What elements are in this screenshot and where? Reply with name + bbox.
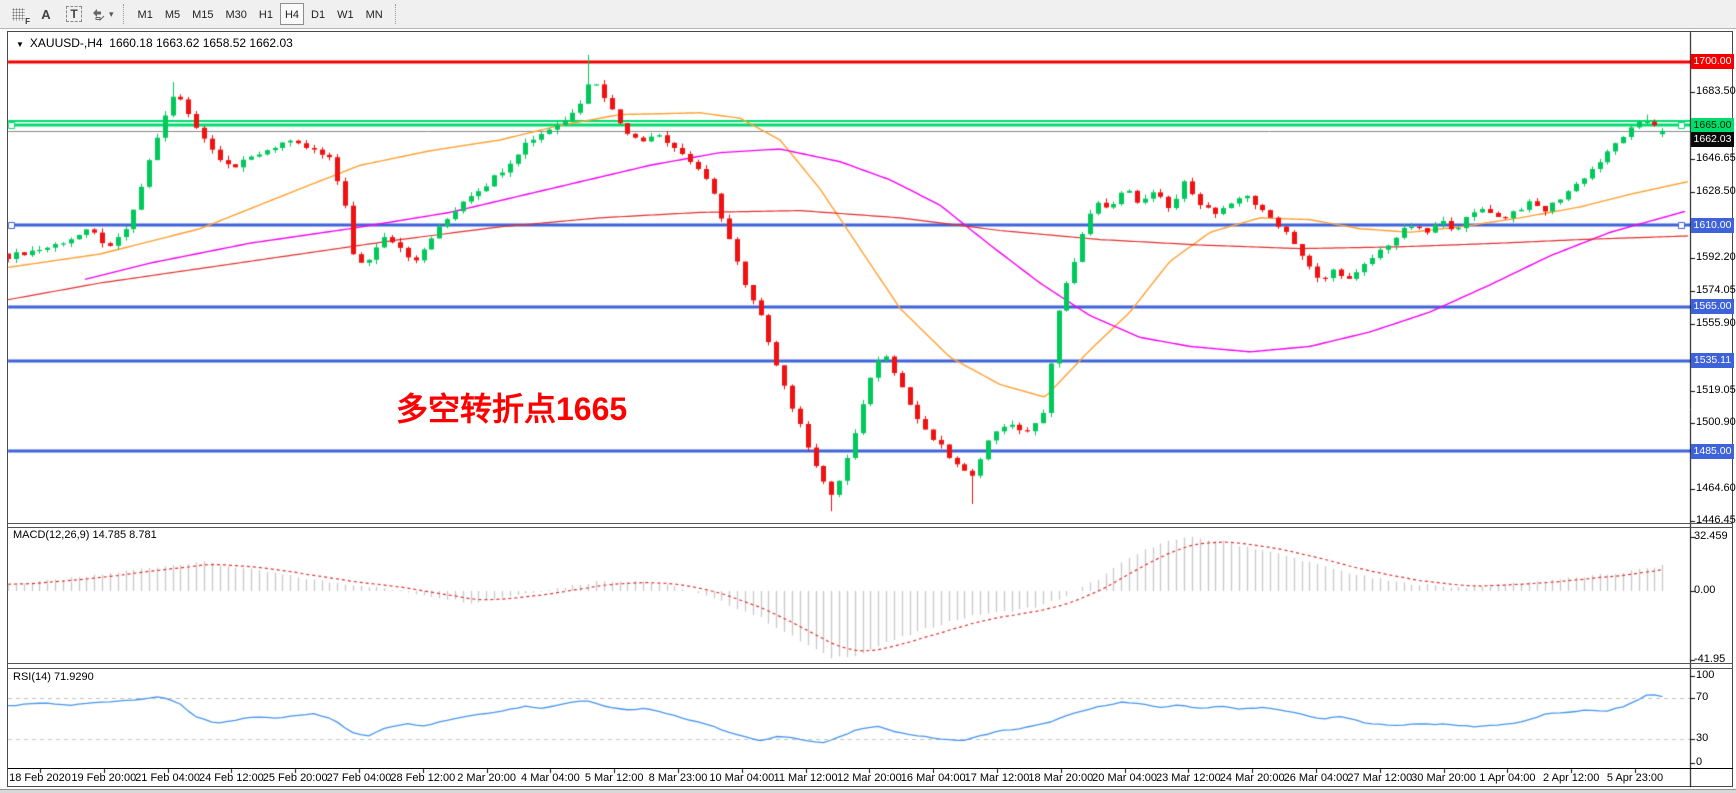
time-axis-label: 18 Mar 20:00: [1028, 772, 1094, 784]
panel-divider: [8, 527, 1733, 528]
price-axis-label: 1519.05: [1696, 384, 1736, 396]
price-badge: 1535.11: [1691, 353, 1734, 368]
time-axis-label: 25 Feb 20:00: [262, 772, 328, 784]
macd-indicator-label: MACD(12,26,9) 14.785 8.781: [13, 529, 157, 541]
ohlc-values: 1660.18 1663.62 1658.52 1662.03: [109, 36, 293, 50]
price-axis-label: 1500.90: [1696, 416, 1736, 428]
price-axis-label: 1628.50: [1696, 185, 1736, 197]
time-axis-label: 23 Mar 12:00: [1155, 772, 1221, 784]
time-axis-label: 12 Mar 20:00: [836, 772, 902, 784]
price-badge: 1565.00: [1691, 299, 1734, 314]
panel-divider[interactable]: [8, 663, 1733, 664]
time-axis-label: 16 Mar 04:00: [900, 772, 966, 784]
window-bottom-groove: [0, 789, 1736, 793]
time-axis-label: 2 Mar 20:00: [457, 772, 516, 784]
time-axis-label: 21 Feb 04:00: [135, 772, 201, 784]
chart-text-annotation[interactable]: 多空转折点1665: [396, 391, 628, 427]
rsi-axis-label: 70: [1696, 691, 1709, 703]
price-axis-label: 1464.60: [1696, 482, 1736, 494]
time-axis-label: 26 Mar 04:00: [1283, 772, 1349, 784]
panel-divider[interactable]: [8, 523, 1733, 524]
time-axis-label: 17 Mar 12:00: [964, 772, 1030, 784]
price-axis-label: 1446.45: [1696, 514, 1736, 526]
rsi-axis-label: 0: [1696, 756, 1703, 768]
collapse-triangle-icon[interactable]: ▼: [16, 40, 24, 49]
time-axis-label: 11 Mar 12:00: [773, 772, 838, 784]
symbol-period-label: XAUUSD-,H4: [29, 36, 103, 50]
time-axis-label: 5 Apr 23:00: [1606, 772, 1664, 784]
macd-axis-label: 0.00: [1694, 584, 1716, 596]
time-axis-label: 10 Mar 04:00: [709, 772, 775, 784]
rsi-indicator-label: RSI(14) 71.9290: [13, 671, 94, 683]
time-axis-label: 30 Mar 20:00: [1411, 772, 1477, 784]
time-axis-label: 24 Mar 20:00: [1219, 772, 1285, 784]
time-axis-label: 8 Mar 23:00: [648, 772, 708, 784]
price-axis-label: 1683.50: [1696, 85, 1736, 97]
price-axis-label: 1592.20: [1696, 251, 1736, 263]
macd-axis-label: -41.95: [1694, 653, 1726, 665]
time-axis-label: 2 Apr 12:00: [1543, 772, 1600, 784]
price-badge: 1662.03: [1691, 132, 1734, 147]
time-axis-label: 27 Mar 12:00: [1347, 772, 1413, 784]
price-badge: 1485.00: [1691, 444, 1734, 459]
time-axis-border: [8, 768, 1733, 769]
chart-title-bar: ▼ XAUUSD-,H4 1660.18 1663.62 1658.52 1662…: [16, 36, 293, 50]
panel-divider: [8, 668, 1733, 669]
time-axis-label: 24 Feb 12:00: [198, 772, 264, 784]
rsi-axis-label: 100: [1696, 669, 1715, 681]
time-axis-label: 27 Feb 04:00: [326, 772, 392, 784]
price-axis-label: 1646.65: [1696, 152, 1736, 164]
time-axis-label: 19 Feb 20:00: [71, 772, 137, 784]
time-axis-label: 28 Feb 12:00: [390, 772, 456, 784]
price-badge: 1610.00: [1691, 218, 1734, 233]
price-badge: 1665.00: [1691, 118, 1734, 133]
price-axis-label: 1574.05: [1696, 284, 1736, 296]
time-axis-label: 4 Mar 04:00: [521, 772, 580, 784]
price-axis-label: 1555.90: [1696, 317, 1736, 329]
time-axis-label: 20 Mar 04:00: [1092, 772, 1158, 784]
rsi-axis-label: 30: [1696, 732, 1709, 744]
macd-axis-label: 32.459: [1694, 530, 1728, 542]
time-axis-label: 1 Apr 04:00: [1479, 772, 1536, 784]
time-axis-label: 18 Feb 2020: [9, 772, 71, 784]
price-badge: 1700.00: [1691, 54, 1734, 69]
time-axis-label: 5 Mar 12:00: [584, 772, 644, 784]
